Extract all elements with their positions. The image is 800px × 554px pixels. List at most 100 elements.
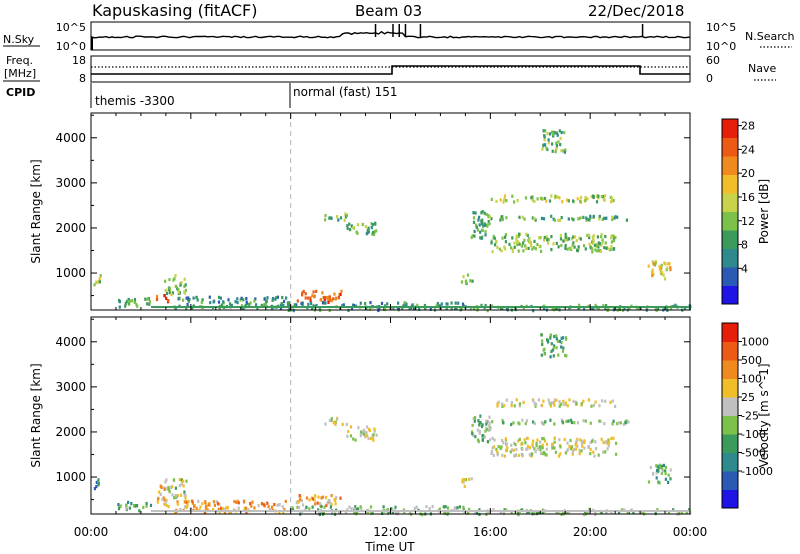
power-cell: [165, 296, 168, 300]
power-colorbar-title: Power [dB]: [757, 179, 771, 244]
velocity-cell: [555, 346, 558, 350]
velocity-cell: [162, 496, 165, 500]
power-cell: [173, 277, 176, 281]
velocity-cell: [136, 504, 139, 508]
power-cell: [517, 249, 520, 253]
power-colorbar-label: 4: [741, 262, 748, 275]
velocity-cell: [513, 454, 516, 458]
velocity-cell: [117, 507, 121, 511]
power-cell: [177, 290, 180, 294]
velocity-cell: [587, 511, 590, 515]
velocity-cell: [549, 333, 553, 337]
power-cell: [592, 234, 595, 238]
velocity-cell: [128, 506, 131, 510]
power-cell: [579, 237, 582, 241]
velocity-cell: [525, 419, 529, 423]
velocity-cell: [542, 399, 545, 403]
velocity-cell: [547, 340, 550, 344]
velocity-cell: [589, 440, 592, 445]
velocity-cell: [446, 511, 449, 515]
velocity-cell: [171, 485, 174, 489]
freq-trace: [91, 65, 690, 75]
velocity-cell: [464, 478, 468, 482]
power-cell: [558, 218, 561, 222]
velocity-cell: [541, 342, 544, 346]
velocity-colorbar-swatch: [722, 452, 738, 472]
power-cell: [183, 291, 187, 295]
velocity-cell: [669, 477, 672, 481]
velocity-cell: [298, 505, 301, 510]
power-cell: [605, 216, 608, 220]
velocity-cell: [652, 472, 655, 476]
power-colorbar-swatch: [722, 285, 738, 305]
velocity-cell: [474, 510, 477, 514]
power-cell: [639, 306, 642, 310]
velocity-cell: [158, 490, 161, 494]
velocity-cell: [466, 511, 469, 515]
velocity-cell: [373, 429, 376, 433]
velocity-cell: [503, 508, 506, 512]
power-cell: [148, 302, 151, 306]
velocity-cell: [526, 444, 529, 448]
velocity-cell: [373, 427, 376, 431]
power-cell: [220, 303, 223, 307]
power-cell: [292, 309, 295, 313]
velocity-cell: [514, 443, 517, 447]
power-cell: [332, 297, 335, 301]
velocity-cell: [580, 449, 583, 453]
power-cell: [662, 273, 665, 277]
velocity-cell: [688, 508, 691, 512]
power-cell: [175, 284, 178, 288]
velocity-cell: [532, 399, 535, 403]
power-cell: [355, 230, 358, 234]
power-cell: [370, 226, 373, 230]
velocity-cell: [568, 511, 571, 515]
power-cell: [383, 304, 387, 308]
velocity-cell: [552, 354, 555, 358]
velocity-cell: [664, 465, 667, 469]
velocity-cell: [569, 418, 573, 422]
power-colorbar-label: 24: [741, 143, 755, 156]
velocity-cell: [518, 402, 521, 406]
power-cell: [584, 195, 587, 200]
power-cell: [577, 217, 580, 221]
velocity-cell: [558, 339, 561, 343]
power-cell: [600, 235, 603, 239]
velocity-cell: [391, 511, 394, 515]
power-cell: [304, 296, 307, 300]
velocity-cell: [159, 492, 162, 496]
power-colorbar-swatch: [722, 137, 738, 157]
power-cell: [222, 300, 225, 304]
velocity-cell: [334, 422, 337, 426]
power-cell: [324, 295, 327, 300]
power-cell: [577, 306, 580, 310]
power-cell: [263, 297, 266, 301]
power-cell: [664, 262, 667, 266]
freq-strip-frame: [90, 55, 691, 83]
power-cell: [333, 292, 336, 296]
power-colorbar-label: 28: [741, 120, 755, 133]
velocity-cell: [656, 508, 659, 512]
velocity-cell: [506, 446, 509, 450]
power-cell: [352, 304, 356, 308]
velocity-cell: [331, 511, 334, 515]
velocity-cell: [660, 464, 663, 468]
power-cell: [472, 220, 476, 224]
velocity-cell: [212, 508, 215, 512]
velocity-cell: [537, 510, 540, 514]
power-cell: [515, 234, 518, 238]
time-tick-label: 16:00: [473, 525, 508, 539]
velocity-cell: [477, 439, 480, 443]
velocity-cell: [443, 511, 446, 515]
power-cell: [271, 296, 275, 301]
cpid-segment-2: normal (fast) 151: [293, 85, 397, 99]
velocity-cell: [311, 497, 314, 501]
power-cell: [372, 232, 376, 236]
velocity-cell: [117, 503, 120, 507]
power-cell: [213, 299, 216, 303]
velocity-cell: [472, 433, 475, 437]
velocity-cell: [532, 420, 535, 424]
power-cell: [200, 300, 203, 305]
velocity-cell: [584, 511, 587, 515]
velocity-cell: [521, 447, 524, 451]
